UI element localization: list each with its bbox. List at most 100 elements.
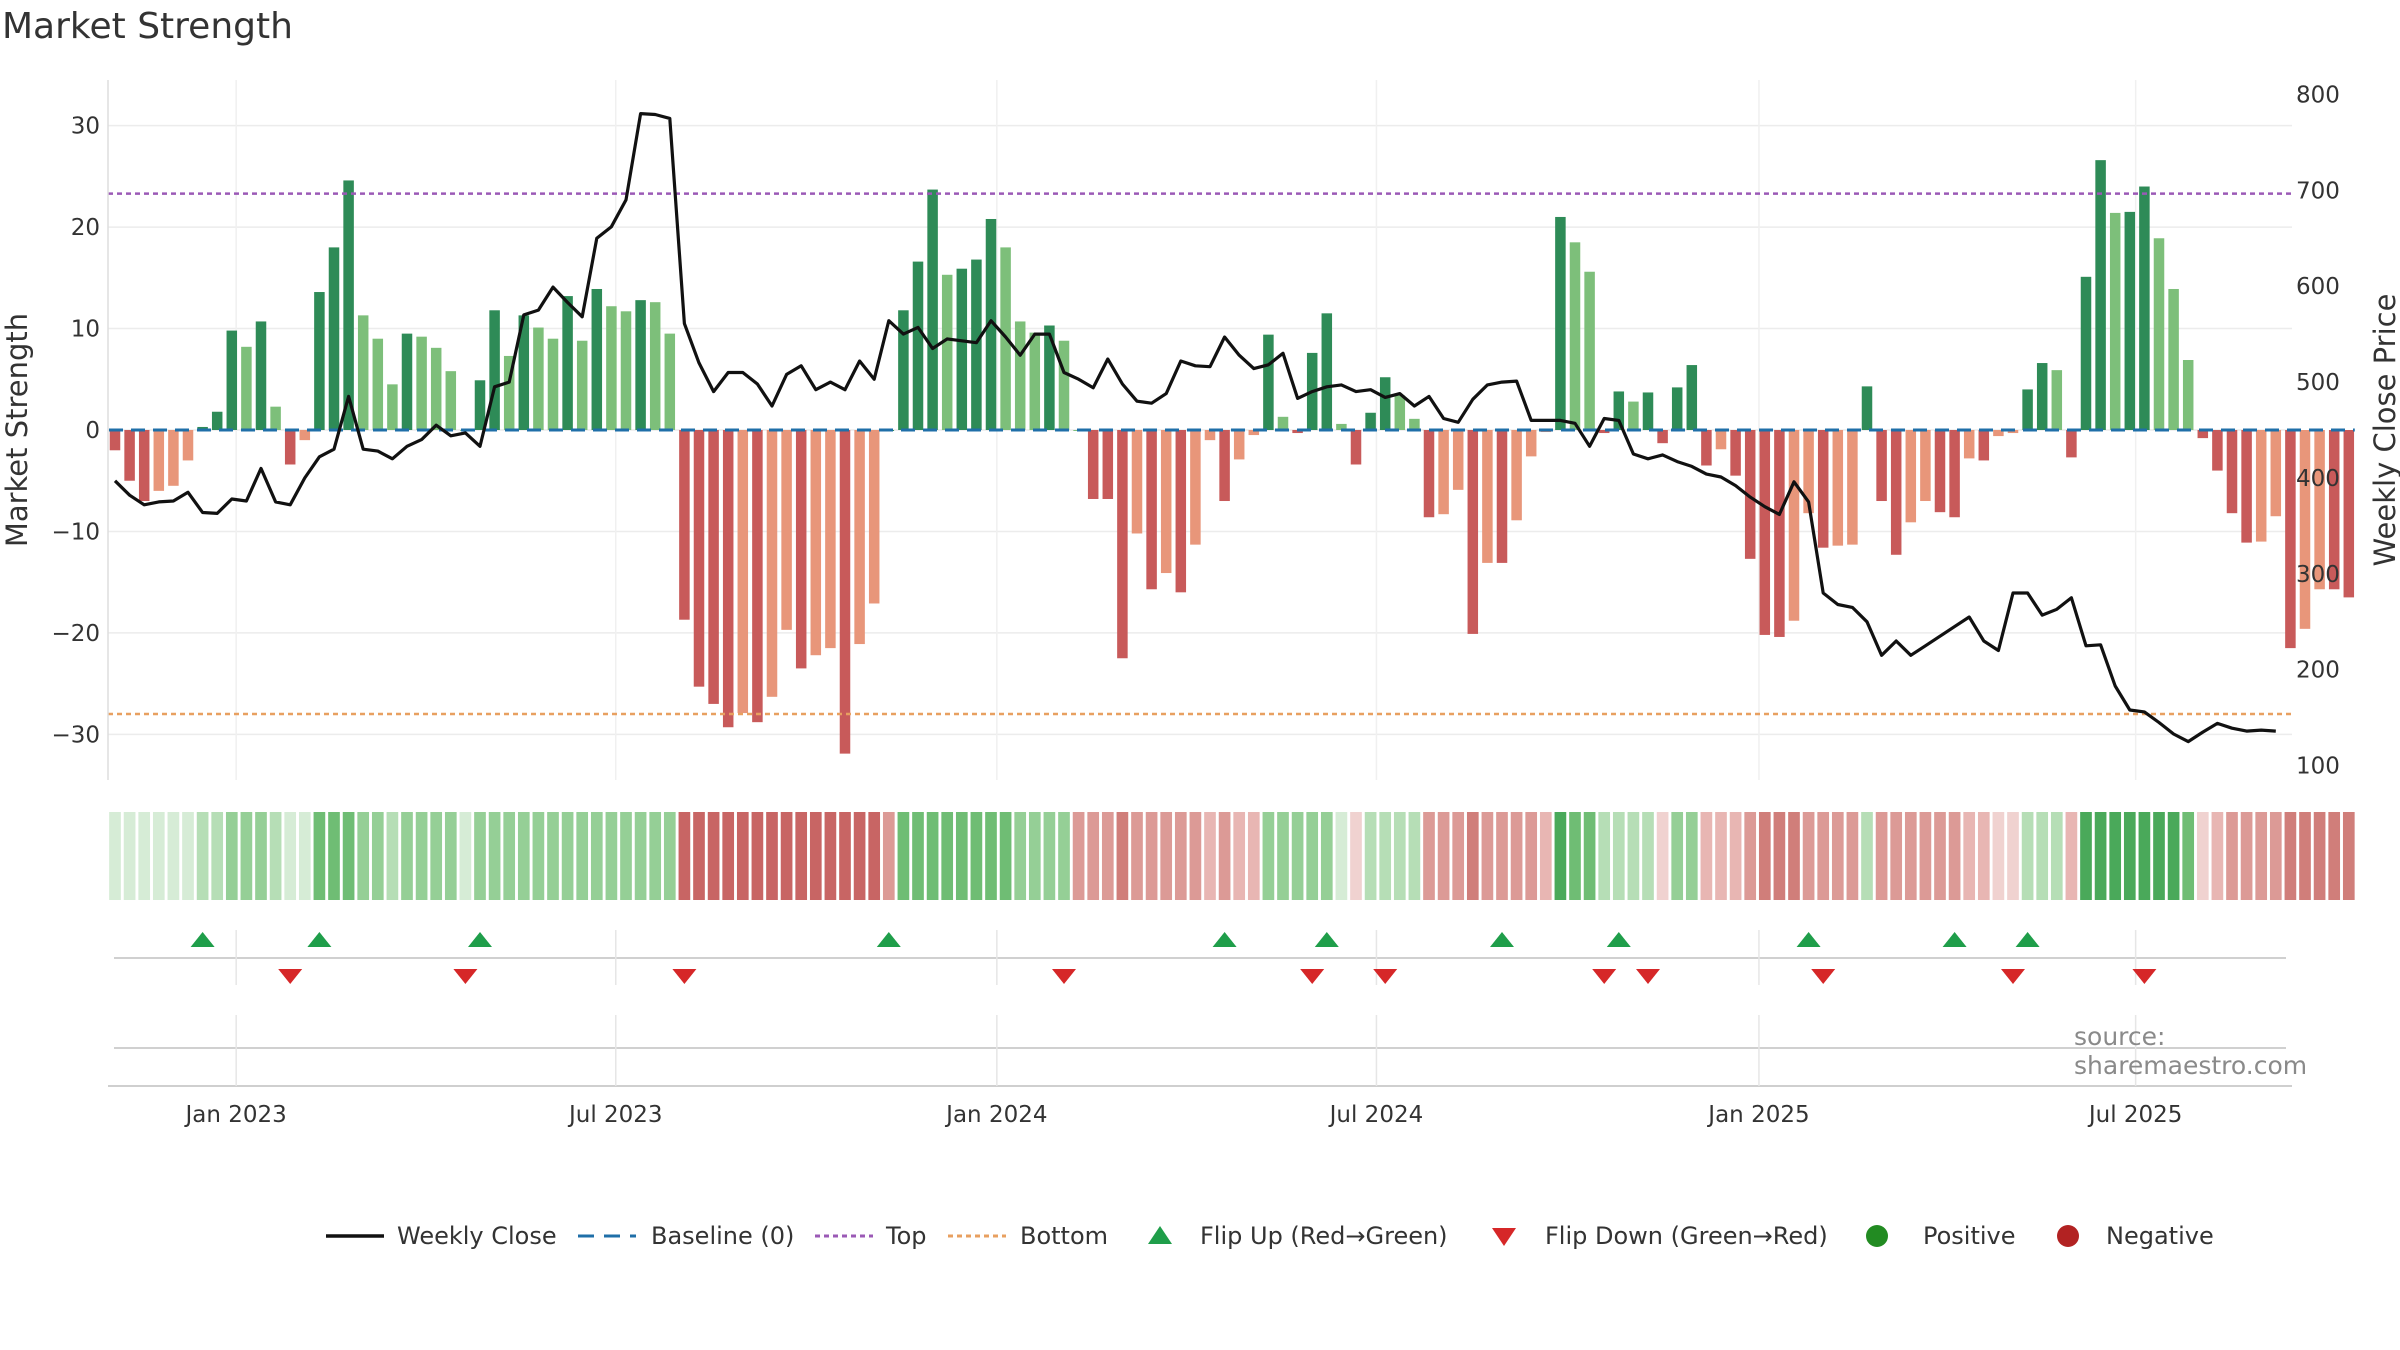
strength-tile [751, 812, 764, 900]
strength-bar [1467, 430, 1479, 634]
strength-bar [664, 333, 676, 430]
strength-bar [854, 430, 865, 645]
strength-bar [343, 180, 354, 430]
flip-down-marker [2001, 969, 2025, 984]
strength-tile [678, 812, 691, 900]
strength-bar [2036, 363, 2048, 430]
strength-tile [1277, 812, 1289, 900]
strength-tile [1525, 812, 1538, 900]
flip-up-marker [307, 932, 332, 947]
strength-bar [1993, 430, 2004, 437]
strength-bar [109, 430, 121, 451]
strength-tile [1423, 812, 1435, 900]
flip-up-marker [190, 932, 215, 947]
strength-bar [518, 315, 530, 430]
strength-bar [138, 430, 150, 502]
strength-tile [2094, 812, 2107, 900]
strength-bar [2168, 288, 2179, 430]
strength-bar [1423, 430, 1435, 518]
strength-bar [430, 347, 442, 430]
strength-tile [1174, 812, 1187, 900]
strength-bar [197, 426, 208, 430]
legend-swatch-flip-down [1492, 1228, 1516, 1246]
y2-axis-title: Weekly Close Price [2368, 294, 2400, 567]
strength-tile [1583, 812, 1596, 900]
strength-tile [824, 812, 837, 900]
strength-bar [1598, 430, 1610, 434]
strength-bar [927, 189, 938, 430]
strength-tile [211, 812, 224, 900]
strength-tile [1773, 812, 1786, 900]
strength-bar [1029, 332, 1041, 430]
strength-bar [387, 384, 398, 430]
strength-tile [722, 812, 735, 900]
strength-bar [956, 268, 968, 430]
strength-bar [2241, 430, 2252, 543]
strength-bar [1511, 430, 1522, 521]
strength-bar [1204, 430, 1216, 441]
strength-tile [736, 812, 749, 900]
strength-bar [795, 430, 807, 669]
strength-tile [1977, 812, 1990, 900]
flip-up-marker [1606, 932, 1631, 947]
legend: Weekly Close Baseline (0) Top Bottom Flip Up… [326, 1222, 2214, 1250]
strength-tile [1817, 812, 1830, 900]
strength-bar [1920, 430, 1931, 502]
strength-tile [474, 812, 486, 900]
y-tick-label: −30 [51, 722, 100, 748]
strength-tile [2269, 812, 2282, 900]
strength-tile [1758, 812, 1771, 900]
strength-tile [1861, 812, 1873, 900]
strength-bar [1160, 430, 1172, 574]
strength-tile [1204, 812, 1216, 900]
strength-tile [1291, 812, 1304, 900]
strength-tile [590, 812, 603, 900]
strength-tile [1262, 812, 1275, 900]
strength-tile-strip [109, 812, 2355, 900]
strength-tile [1408, 812, 1421, 900]
strength-tile [386, 812, 399, 900]
strength-bar [1058, 340, 1070, 430]
strength-tile [1014, 812, 1027, 900]
strength-tile [853, 812, 866, 900]
strength-tile [2299, 812, 2311, 900]
strength-tile [1642, 812, 1654, 900]
strength-tile [1948, 812, 1961, 900]
y2-tick-label: 100 [2296, 754, 2340, 780]
legend-label: Weekly Close [397, 1222, 557, 1250]
strength-tile [1831, 812, 1844, 900]
y2-tick-label: 300 [2296, 562, 2340, 588]
strength-tile [1744, 812, 1757, 900]
strength-bar [2051, 370, 2063, 430]
strength-tile [444, 812, 457, 900]
strength-tile [2065, 812, 2078, 900]
strength-tile [225, 812, 238, 900]
strength-tile [1554, 812, 1567, 900]
strength-tile [809, 812, 822, 900]
strength-bar [1890, 430, 1902, 555]
strength-tile [985, 812, 997, 900]
y2-tick-label: 600 [2296, 274, 2340, 300]
strength-tile [1934, 812, 1946, 900]
strength-tile [693, 812, 705, 900]
strength-tile [1685, 812, 1698, 900]
strength-bar [1715, 430, 1727, 450]
y-tick-label: 30 [71, 114, 100, 140]
flip-down-marker [1592, 969, 1617, 984]
strength-bar [182, 430, 194, 461]
strength-bar [1876, 430, 1887, 502]
strength-bar [1613, 391, 1625, 430]
strength-bar [1146, 430, 1157, 590]
flip-up-marker [1314, 932, 1339, 947]
x-tick-label: Jul 2023 [567, 1102, 663, 1128]
strength-bar [1949, 430, 1960, 518]
strength-tile [109, 812, 121, 900]
strength-tile [649, 812, 662, 900]
strength-tile [2153, 812, 2165, 900]
strength-tile [576, 812, 589, 900]
strength-bar [766, 430, 778, 697]
strength-bar [1803, 430, 1814, 514]
strength-tile [1539, 812, 1552, 900]
strength-bar [211, 411, 223, 430]
strength-tile [561, 812, 574, 900]
